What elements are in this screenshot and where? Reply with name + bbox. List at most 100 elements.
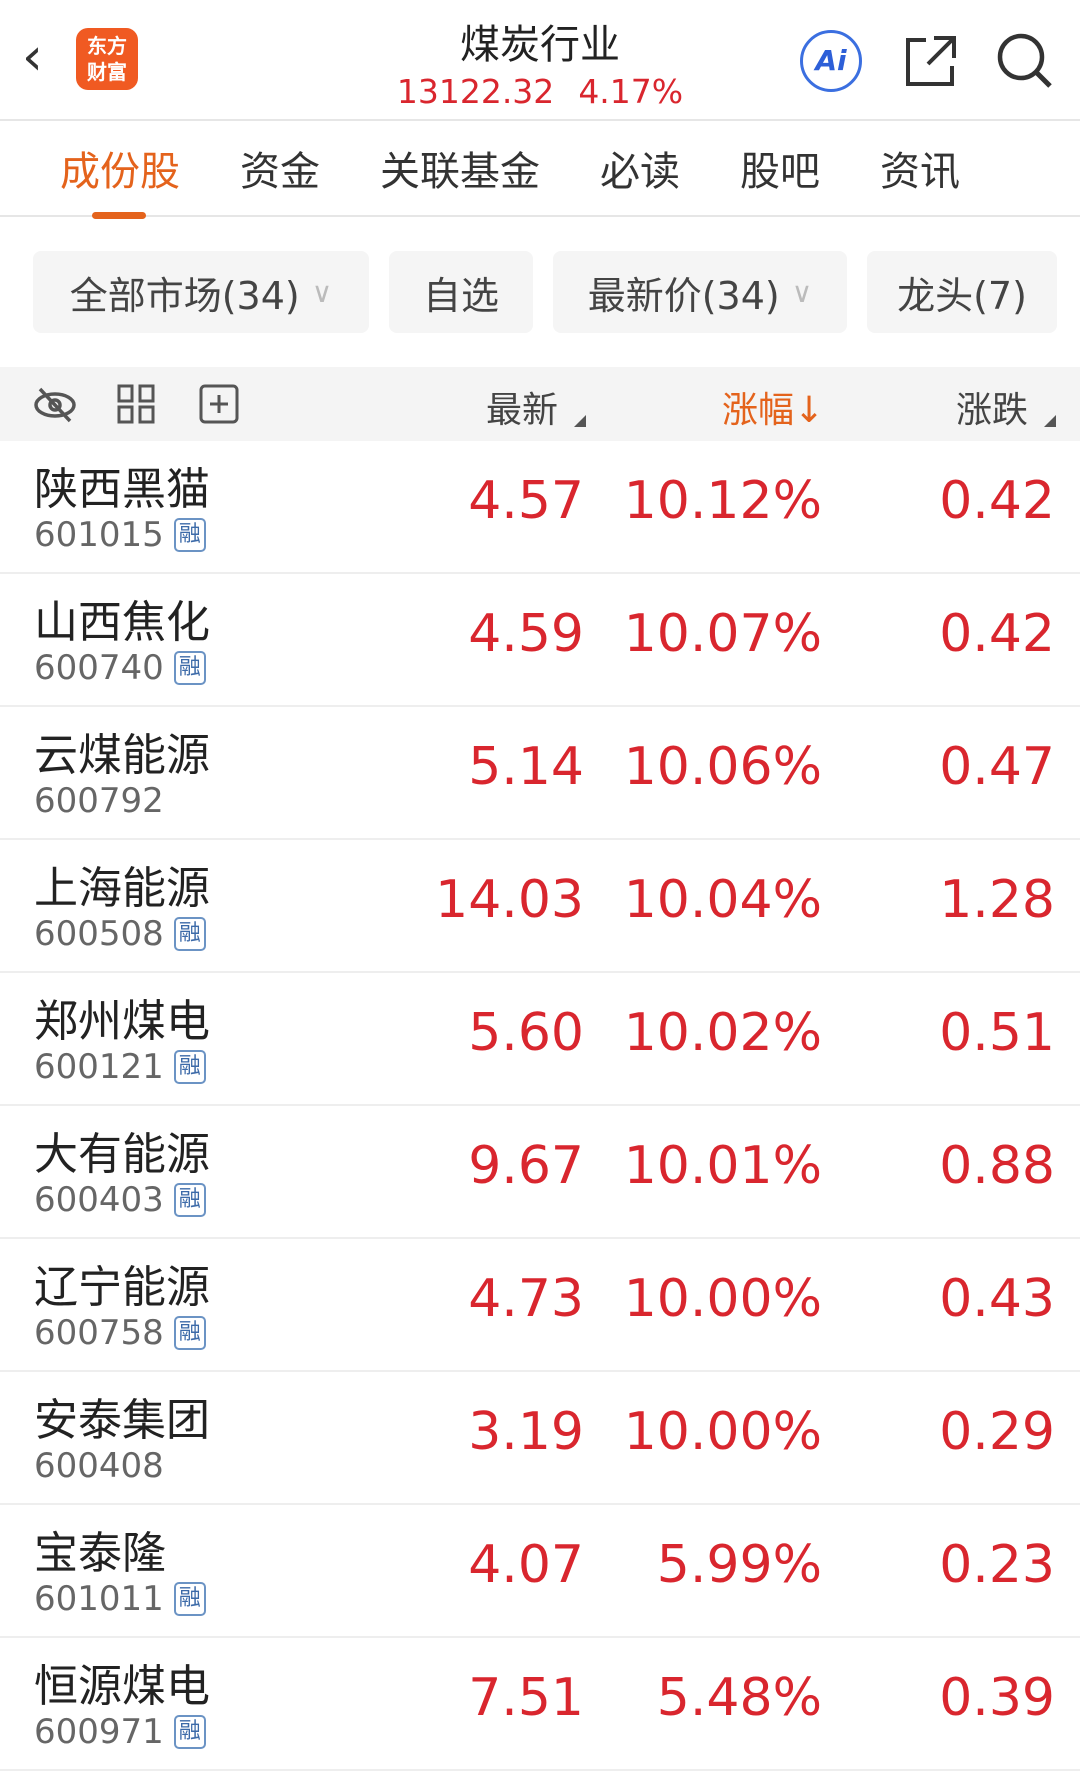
sort-indicator-icon: [574, 415, 586, 427]
latest-filter-label: 最新价(34): [587, 273, 780, 318]
watchlist-filter[interactable]: 自选: [389, 251, 533, 333]
stock-name: 上海能源: [34, 863, 210, 914]
change-amount: 0.23: [939, 1535, 1055, 1595]
market-filter[interactable]: 全部市场(34) ∨: [33, 251, 369, 333]
margin-badge: 融: [173, 1582, 206, 1616]
page-title: 煤炭行业: [460, 22, 620, 68]
change-pct: 10.12%: [623, 471, 822, 531]
stock-name: 安泰集团: [34, 1395, 210, 1446]
search-icon[interactable]: [996, 32, 1054, 90]
margin-badge: 融: [173, 917, 206, 951]
tab-forum[interactable]: 股吧: [740, 149, 820, 195]
stock-name: 云煤能源: [34, 730, 210, 781]
leader-filter[interactable]: 龙头(7): [867, 251, 1057, 333]
margin-badge: 融: [173, 1050, 206, 1084]
change-pct: 5.48%: [656, 1668, 822, 1728]
stock-row[interactable]: 上海能源 600508 融 14.03 10.04% 1.28: [0, 840, 1080, 973]
stock-name: 大有能源: [34, 1129, 210, 1180]
column-latest[interactable]: 最新: [486, 390, 559, 431]
stock-name: 恒源煤电: [34, 1661, 210, 1712]
chevron-down-icon: ∨: [311, 275, 333, 309]
latest-price: 4.07: [468, 1535, 584, 1595]
latest-price: 7.51: [468, 1668, 584, 1728]
tab-must-read[interactable]: 必读: [600, 149, 680, 195]
grid-icon[interactable]: [116, 383, 156, 425]
margin-badge: 融: [173, 1183, 206, 1217]
column-header: 最新 涨幅↓ 涨跌: [0, 367, 1080, 441]
stock-name: 山西焦化: [34, 597, 210, 648]
share-icon[interactable]: [904, 34, 958, 88]
change-pct: 10.02%: [623, 1003, 822, 1063]
add-column-icon[interactable]: [198, 383, 240, 425]
stock-code-wrap: 600121 融: [34, 1047, 206, 1087]
stock-row[interactable]: 山西焦化 600740 融 4.59 10.07% 0.42: [0, 574, 1080, 707]
stock-code: 601015: [34, 515, 164, 555]
margin-badge: 融: [173, 651, 206, 685]
hide-eye-icon[interactable]: [32, 385, 78, 425]
stock-row[interactable]: 宝泰隆 601011 融 4.07 5.99% 0.23: [0, 1505, 1080, 1638]
change-amount: 0.88: [939, 1136, 1055, 1196]
change-pct: 10.01%: [623, 1136, 822, 1196]
stock-row[interactable]: 陕西黑猫 601015 融 4.57 10.12% 0.42: [0, 441, 1080, 574]
stock-code: 600408: [34, 1446, 164, 1486]
index-value: 13122.32: [396, 72, 555, 111]
stock-row[interactable]: 安泰集团 600408 3.19 10.00% 0.29: [0, 1372, 1080, 1505]
margin-badge: 融: [173, 1715, 206, 1749]
latest-price-filter[interactable]: 最新价(34) ∨: [553, 251, 847, 333]
ai-button[interactable]: Ai: [800, 30, 862, 92]
stock-code-wrap: 600740 融: [34, 648, 206, 688]
latest-price: 5.60: [468, 1003, 584, 1063]
market-filter-label: 全部市场(34): [69, 273, 300, 318]
stock-name: 宝泰隆: [34, 1528, 166, 1579]
change-amount: 0.42: [939, 604, 1055, 664]
column-change[interactable]: 涨跌: [956, 390, 1029, 431]
index-quote: 13122.32 4.17%: [0, 72, 1080, 111]
chevron-down-icon: ∨: [791, 275, 813, 309]
latest-price: 4.59: [468, 604, 584, 664]
change-amount: 0.51: [939, 1003, 1055, 1063]
margin-badge: 融: [173, 518, 206, 552]
stock-code: 600403: [34, 1180, 164, 1220]
tab-news[interactable]: 资讯: [880, 149, 960, 195]
tab-related-funds[interactable]: 关联基金: [380, 149, 540, 195]
stock-code-wrap: 601015 融: [34, 515, 206, 555]
change-pct: 5.99%: [656, 1535, 822, 1595]
change-amount: 0.42: [939, 471, 1055, 531]
stock-code: 601011: [34, 1579, 164, 1619]
stock-code: 600758: [34, 1313, 164, 1353]
stock-code-wrap: 600792: [34, 781, 164, 821]
header: ‹ 东方 财富 煤炭行业 13122.32 4.17% Ai: [0, 0, 1080, 121]
stock-code-wrap: 601011 融: [34, 1579, 206, 1619]
stock-row[interactable]: 云煤能源 600792 5.14 10.06% 0.47: [0, 707, 1080, 840]
stock-list: 陕西黑猫 601015 融 4.57 10.12% 0.42 山西焦化 600740…: [0, 441, 1080, 1771]
latest-price: 3.19: [468, 1402, 584, 1462]
change-pct: 10.07%: [623, 604, 822, 664]
tab-funds-flow[interactable]: 资金: [240, 149, 320, 195]
stock-row[interactable]: 大有能源 600403 融 9.67 10.01% 0.88: [0, 1106, 1080, 1239]
stock-code: 600508: [34, 914, 164, 954]
change-amount: 0.39: [939, 1668, 1055, 1728]
sort-indicator-icon: [1044, 415, 1056, 427]
column-change-pct[interactable]: 涨幅↓: [722, 390, 825, 431]
stock-row[interactable]: 郑州煤电 600121 融 5.60 10.02% 0.51: [0, 973, 1080, 1106]
change-amount: 0.47: [939, 737, 1055, 797]
tab-constituents[interactable]: 成份股: [60, 139, 180, 219]
stock-code-wrap: 600971 融: [34, 1712, 206, 1752]
filter-bar: 全部市场(34) ∨ 自选 最新价(34) ∨ 龙头(7): [0, 217, 1080, 367]
change-pct: 10.04%: [623, 870, 822, 930]
back-chevron-icon[interactable]: ‹: [22, 27, 43, 87]
margin-badge: 融: [173, 1316, 206, 1350]
stock-row[interactable]: 辽宁能源 600758 融 4.73 10.00% 0.43: [0, 1239, 1080, 1372]
change-amount: 1.28: [939, 870, 1055, 930]
stock-name: 陕西黑猫: [34, 464, 210, 515]
app-logo: 东方 财富: [76, 28, 138, 90]
change-pct: 10.00%: [623, 1269, 822, 1329]
stock-name: 辽宁能源: [34, 1262, 210, 1313]
tab-bar: 成份股 资金 关联基金 必读 股吧 资讯: [0, 121, 1080, 219]
index-change: 4.17%: [578, 72, 684, 111]
stock-code: 600792: [34, 781, 164, 821]
latest-price: 9.67: [468, 1136, 584, 1196]
stock-row[interactable]: 恒源煤电 600971 融 7.51 5.48% 0.39: [0, 1638, 1080, 1771]
latest-price: 4.73: [468, 1269, 584, 1329]
stock-code: 600971: [34, 1712, 164, 1752]
